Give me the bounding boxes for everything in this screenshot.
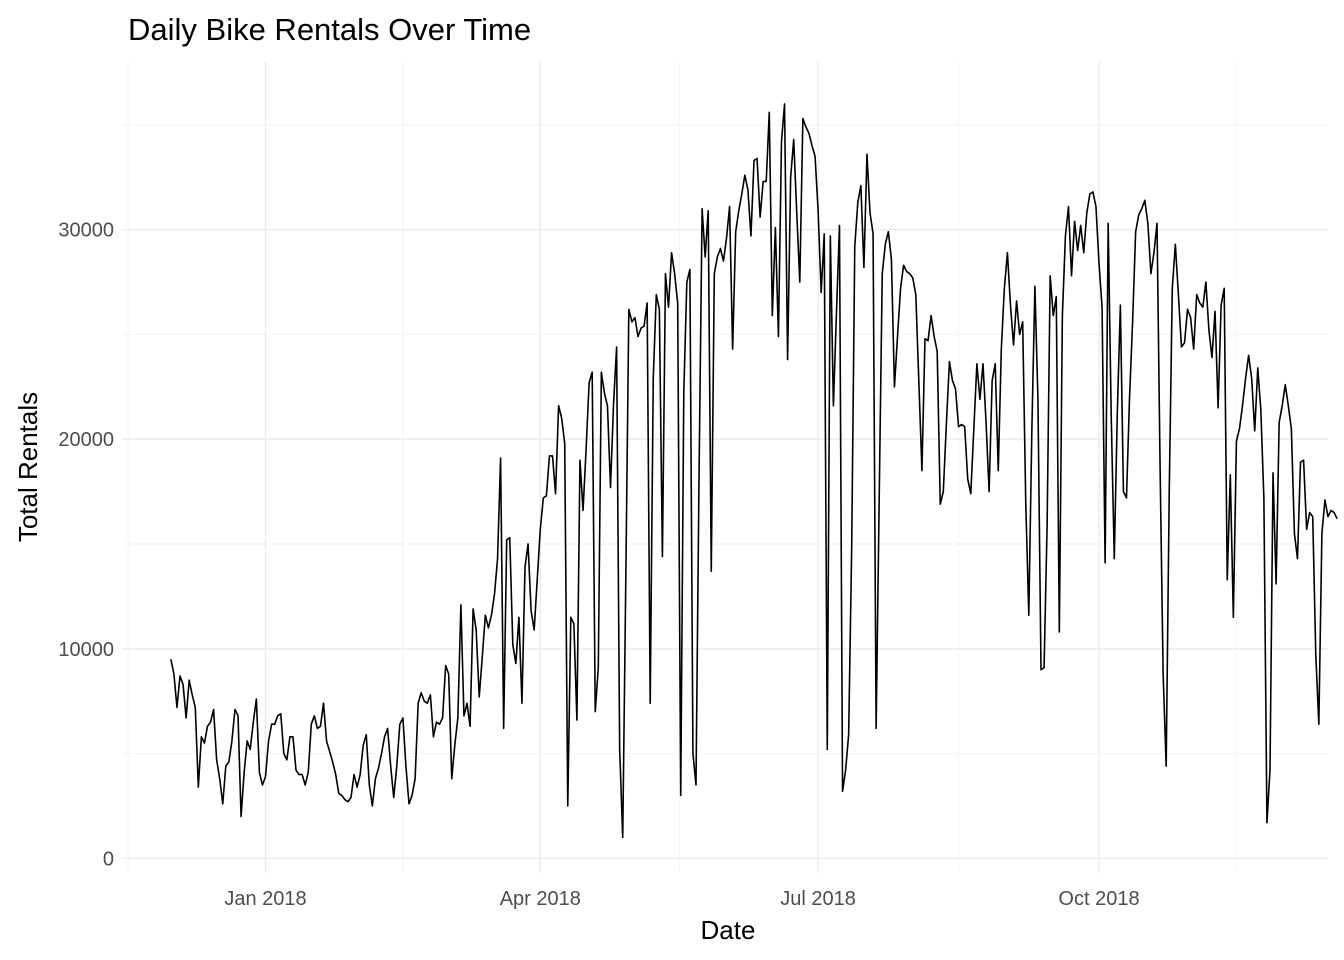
x-tick-label: Jan 2018	[224, 888, 306, 910]
x-tick-labels: Jan 2018 Apr 2018 Jul 2018 Oct 2018	[224, 888, 1139, 910]
x-tick-label: Oct 2018	[1058, 888, 1139, 910]
grid	[122, 62, 1328, 873]
y-tick-label: 20000	[58, 429, 114, 451]
x-tick-label: Apr 2018	[500, 888, 581, 910]
chart-title: Daily Bike Rentals Over Time	[128, 12, 531, 47]
y-tick-labels: 0 10000 20000 30000	[58, 220, 114, 871]
y-tick-label: 10000	[58, 639, 114, 661]
y-tick-label: 30000	[58, 220, 114, 242]
y-axis-title: Total Rentals	[13, 392, 43, 542]
x-tick-label: Jul 2018	[780, 888, 856, 910]
series-line	[170, 103, 1338, 839]
y-tick-label: 0	[103, 848, 114, 870]
x-axis-title: Date	[701, 915, 756, 945]
